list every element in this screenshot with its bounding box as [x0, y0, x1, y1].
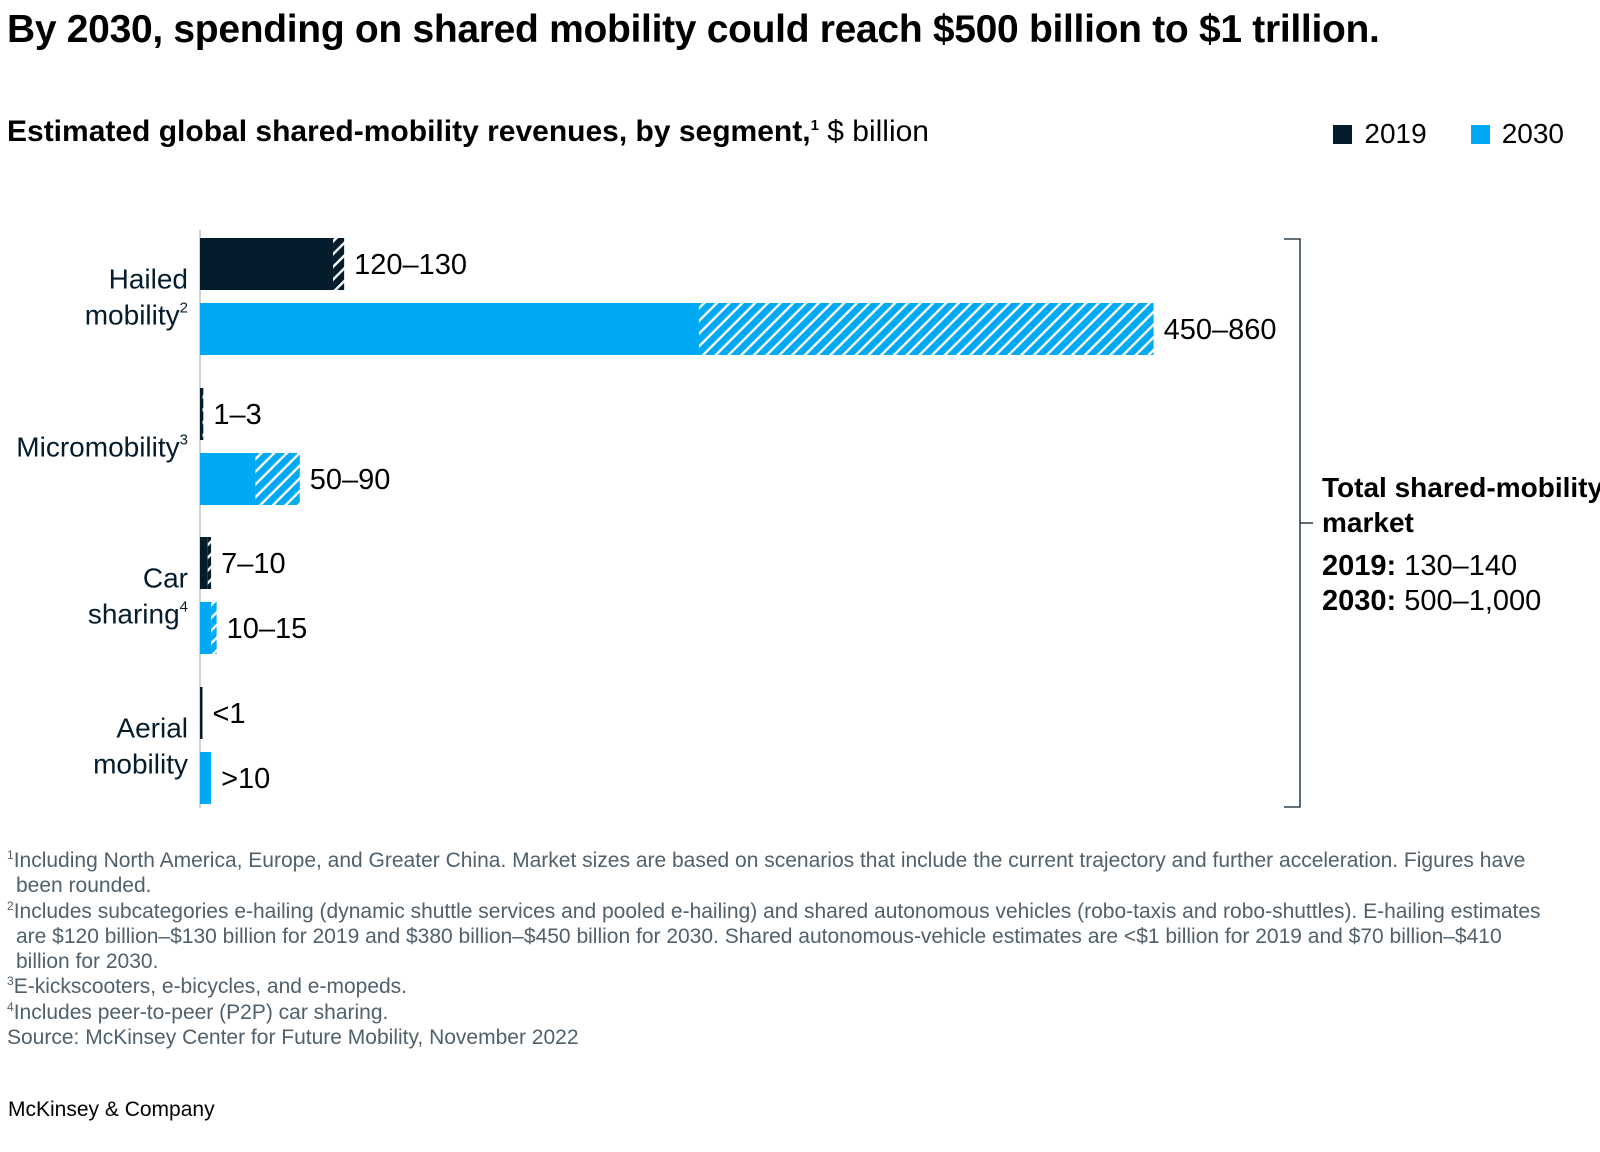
category-label: Hailed mobility2	[85, 264, 188, 331]
footnote-marker: 2	[7, 898, 14, 913]
bar-2030-low	[200, 303, 699, 355]
legend-swatch-2030	[1470, 124, 1490, 144]
data-label-2019: 7–10	[221, 548, 286, 580]
footnote-text: E-kickscooters, e-bicycles, and e-mopeds…	[13, 975, 408, 999]
legend-item-2030: 2030	[1470, 118, 1564, 150]
total-value: 130–140	[1396, 550, 1517, 582]
legend-item-2019: 2019	[1333, 118, 1427, 150]
bar-2030-range	[211, 602, 217, 654]
footnote-marker: 1	[7, 848, 14, 862]
subtitle-bold: Estimated global shared-mobility revenue…	[7, 115, 811, 148]
total-line-0: 2019: 130–140	[1322, 550, 1517, 582]
headline: By 2030, spending on shared mobility cou…	[7, 8, 1380, 51]
footnote-4: 4Includes peer-to-peer (P2P) car sharing…	[7, 1000, 1547, 1025]
data-label-2030: >10	[221, 763, 270, 795]
category-label: Car sharing4	[88, 563, 188, 630]
category-label-line: Micromobility3	[16, 432, 188, 463]
category-label-line: Hailed	[109, 264, 188, 295]
total-year: 2019:	[1322, 550, 1396, 582]
total-bracket-line	[1284, 238, 1301, 808]
chart-subtitle: Estimated global shared-mobility revenue…	[7, 115, 929, 149]
category-label-line: Car	[143, 563, 188, 594]
bar-2019-low	[200, 537, 208, 589]
bar-2030-range	[698, 303, 1154, 355]
legend-label-2030: 2030	[1501, 118, 1564, 149]
total-title-line: Total shared-mobility	[1322, 472, 1600, 503]
bar-2019-range	[333, 238, 345, 290]
data-label-2030: 50–90	[310, 464, 391, 496]
category-footnote-ref: 2	[180, 300, 188, 317]
category-label-line: mobility	[93, 749, 188, 780]
brand-logo-text: McKinsey & Company	[8, 1098, 215, 1121]
bar-2030-low	[200, 752, 212, 804]
category-footnote-ref: 3	[180, 432, 188, 449]
footnote-marker: 3	[7, 974, 14, 989]
legend-label-2019: 2019	[1364, 118, 1427, 149]
footnote-3: 3E-kickscooters, e-bicycles, and e-moped…	[7, 974, 1547, 999]
category-label: Aerial mobility	[93, 713, 188, 780]
category-label-line: Aerial	[116, 713, 188, 744]
footnotes: 1Including North America, Europe, and Gr…	[7, 848, 1547, 1050]
footnote-2: 2Includes subcategories e-hailing (dynam…	[7, 899, 1547, 975]
total-title: Total shared-mobility market	[1322, 472, 1600, 538]
data-label-2019: 1–3	[213, 399, 261, 431]
subtitle-unit: $ billion	[818, 115, 929, 148]
source-text: Source: McKinsey Center for Future Mobil…	[7, 1026, 579, 1050]
footnote-1: 1Including North America, Europe, and Gr…	[7, 848, 1547, 899]
category-label-line: mobility2	[85, 300, 188, 331]
bar-2030-low	[200, 453, 256, 505]
bar-2019-low	[200, 388, 203, 440]
data-label-2019: 120–130	[354, 249, 467, 281]
bar-2019-low	[200, 687, 203, 739]
data-label-2019: <1	[213, 698, 246, 730]
category-label: Micromobility3	[16, 432, 188, 463]
bar-2019-low	[200, 238, 334, 290]
category-label-line: sharing4	[88, 599, 188, 630]
total-title-line: market	[1322, 507, 1414, 538]
footnote-marker: 4	[7, 999, 14, 1014]
subtitle-footnote-ref: 1	[810, 117, 819, 134]
category-footnote-ref: 4	[180, 599, 188, 616]
total-year: 2030:	[1322, 585, 1396, 617]
bar-2019-range	[202, 388, 204, 440]
bar-2030-low	[200, 602, 212, 654]
footnote-text: Including North America, Europe, and Gre…	[13, 849, 1526, 898]
data-label-2030: 10–15	[227, 613, 308, 645]
source-note: Source: McKinsey Center for Future Mobil…	[7, 1025, 1547, 1050]
total-line-1: 2030: 500–1,000	[1322, 585, 1541, 617]
bar-2030-range	[255, 453, 300, 505]
footnote-text: Includes peer-to-peer (P2P) car sharing.	[13, 1000, 389, 1024]
footnote-text: Includes subcategories e-hailing (dynami…	[13, 899, 1541, 974]
legend: 2019 2030	[1333, 118, 1564, 150]
data-label-2030: 450–860	[1164, 314, 1277, 346]
bar-2019-range	[207, 537, 212, 589]
total-value: 500–1,000	[1396, 585, 1541, 617]
legend-swatch-2019	[1333, 124, 1353, 144]
